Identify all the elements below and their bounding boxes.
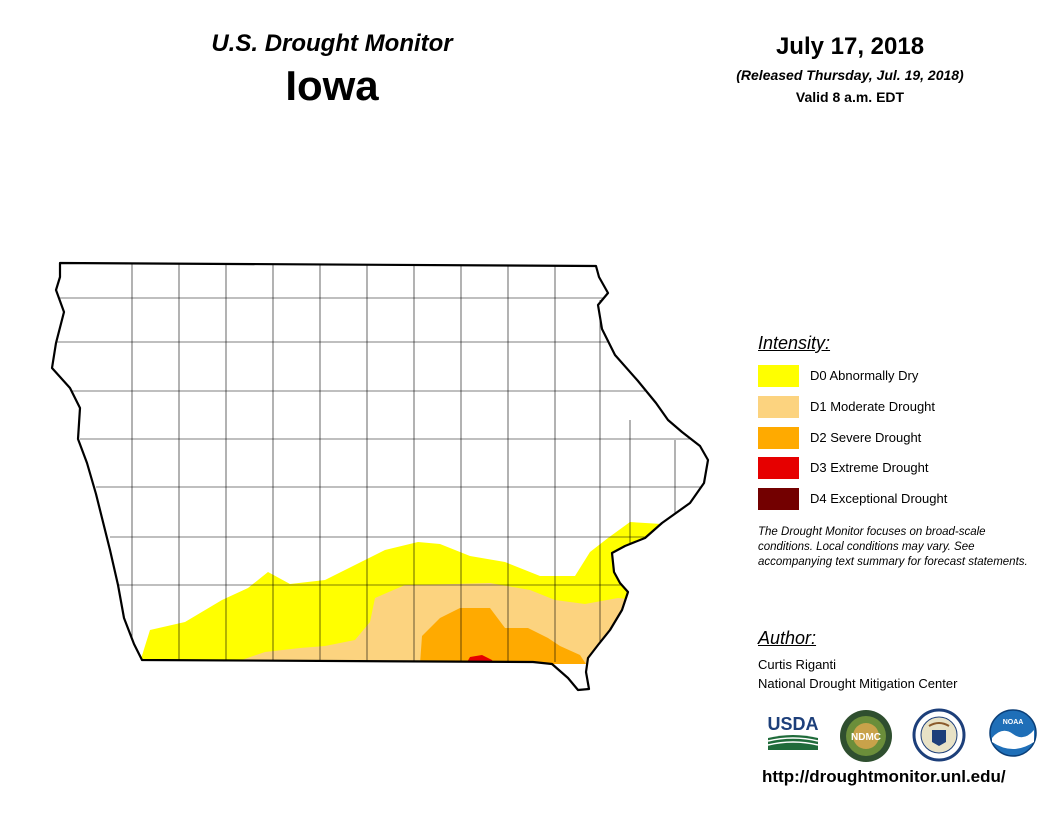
usda-logo: USDA	[767, 714, 819, 750]
legend-label-d4: D4 Exceptional Drought	[810, 491, 948, 506]
author-heading: Author:	[758, 628, 817, 648]
iowa-outline	[50, 261, 710, 692]
iowa-drought-map	[50, 261, 710, 692]
valid-time: Valid 8 a.m. EDT	[795, 89, 905, 105]
legend-swatch-d1	[758, 396, 799, 418]
legend-swatch-d0	[758, 365, 799, 387]
monitor-title: U.S. Drought Monitor	[211, 30, 453, 57]
d2-area	[420, 608, 586, 664]
legend-swatch-d2	[758, 427, 799, 449]
ndmc-logo-text: NDMC	[851, 732, 881, 743]
author-org: National Drought Mitigation Center	[758, 676, 958, 691]
state-title: Iowa	[285, 62, 379, 109]
legend-label-d2: D2 Severe Drought	[810, 430, 922, 445]
doc-seal-logo	[912, 708, 966, 762]
legend-label-d0: D0 Abnormally Dry	[810, 368, 919, 383]
disclaimer-note: The Drought Monitor focuses on broad-sca…	[758, 526, 1028, 568]
legend-swatch-d3	[758, 457, 799, 479]
county-lines	[56, 263, 708, 662]
legend-heading: Intensity:	[758, 333, 831, 353]
noaa-logo: NOAA	[989, 709, 1037, 757]
usda-logo-text: USDA	[767, 714, 818, 734]
website-link[interactable]: http://droughtmonitor.unl.edu/	[762, 767, 1006, 786]
author-name: Curtis Riganti	[758, 657, 837, 672]
release-date: (Released Thursday, Jul. 19, 2018)	[736, 67, 964, 83]
map-date: July 17, 2018	[775, 33, 925, 60]
ndmc-logo: NDMC	[840, 710, 892, 762]
legend-label-d1: D1 Moderate Drought	[810, 399, 936, 414]
legend-swatch-d4	[758, 488, 799, 510]
legend-label-d3: D3 Extreme Drought	[810, 460, 929, 475]
noaa-logo-text: NOAA	[1003, 719, 1024, 726]
